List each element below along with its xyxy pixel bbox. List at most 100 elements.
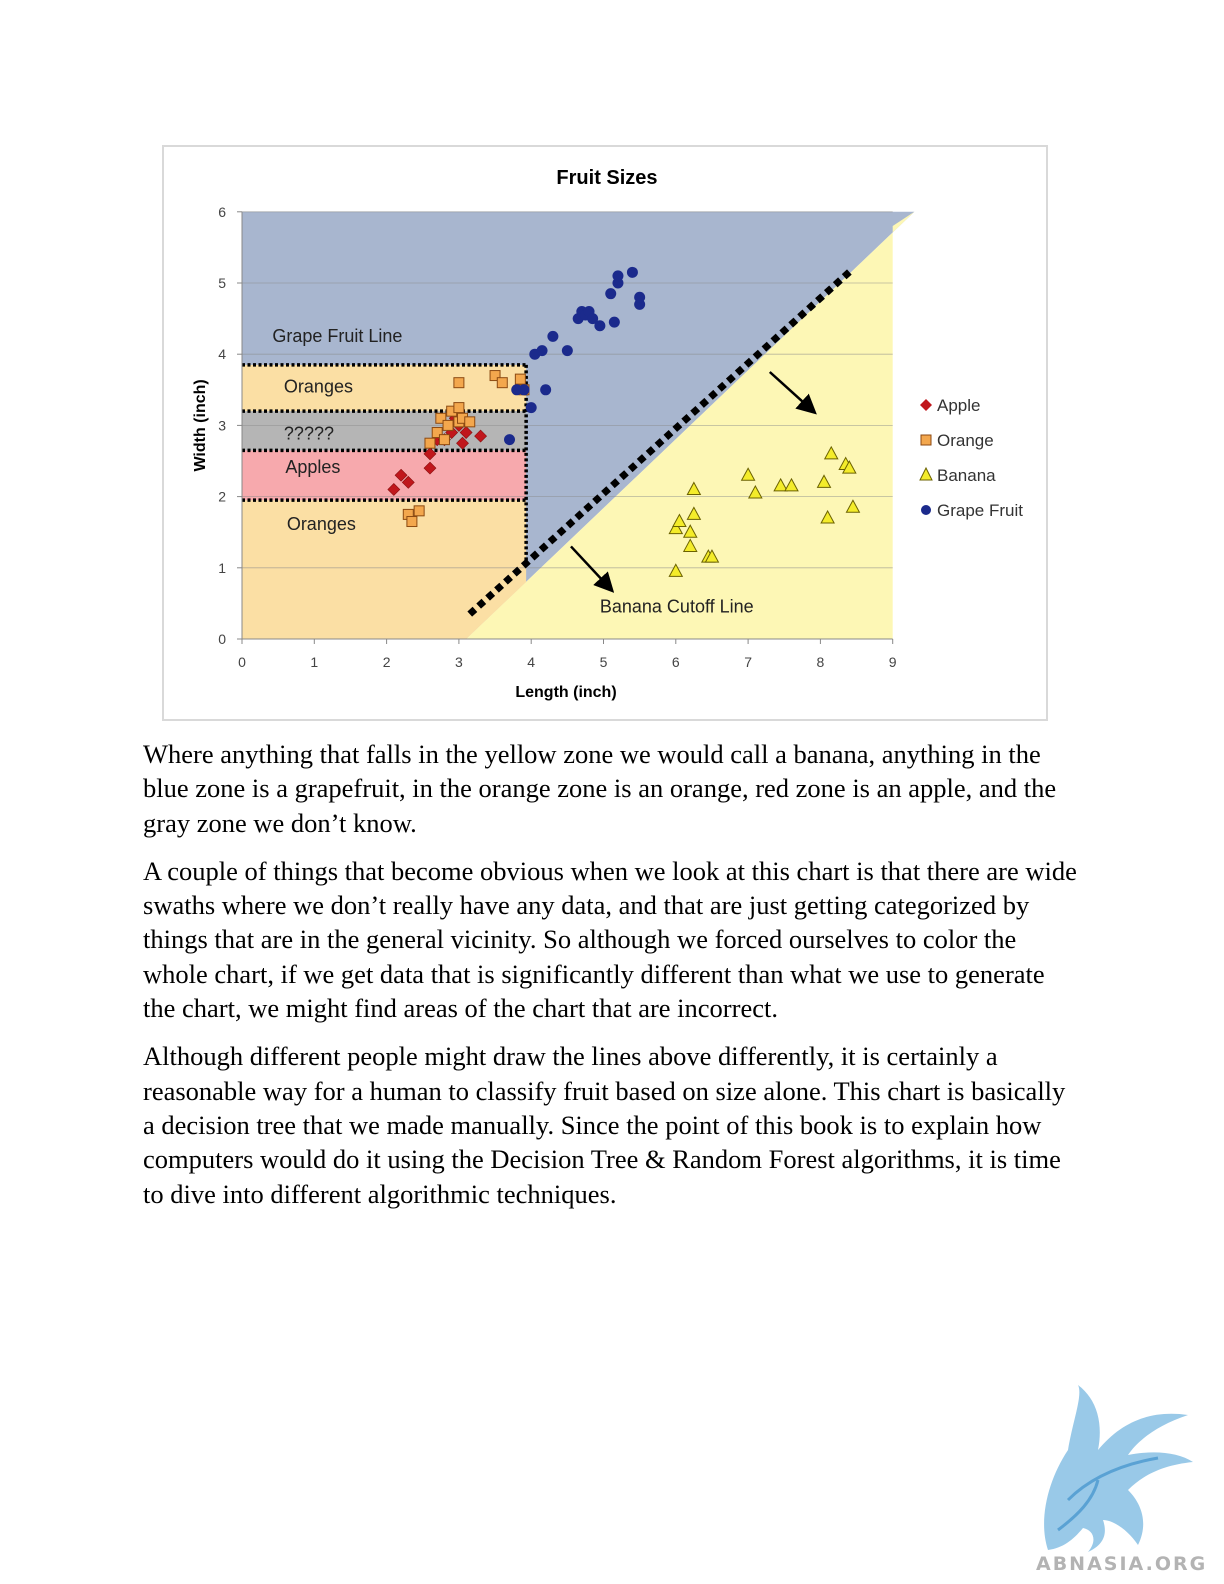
banana-point — [668, 520, 684, 535]
body-text: Where anything that falls in the yellow … — [143, 737, 1083, 1225]
legend-item: Apple — [920, 396, 980, 415]
banana-point — [816, 474, 832, 488]
y-tick-label: 6 — [218, 204, 226, 220]
grape-fruit-point — [626, 266, 638, 278]
grape-fruit-point — [612, 270, 624, 282]
orange-point — [453, 377, 465, 389]
orange-point — [496, 377, 508, 389]
y-tick-label: 4 — [218, 346, 226, 362]
y-tick-label: 5 — [218, 275, 226, 291]
grape-fruit-line-label: Grape Fruit Line — [272, 326, 402, 346]
banana-point — [686, 481, 702, 495]
logo-text: ABNASIA.ORG — [1036, 1553, 1208, 1575]
legend-label: Grape Fruit — [937, 501, 1023, 520]
orange-point — [442, 419, 454, 431]
banana-cutoff-label: Banana Cutoff Line — [600, 597, 754, 617]
orange-point — [453, 402, 465, 414]
banana-point — [773, 477, 788, 492]
apple-point — [401, 475, 415, 489]
apple-point — [423, 461, 437, 475]
orange-point — [489, 370, 501, 382]
legend-label: Banana — [937, 466, 996, 485]
legend-item: Grape Fruit — [921, 501, 1023, 520]
grape-fruit-point — [561, 345, 573, 357]
grape-fruit-point — [525, 402, 537, 414]
grape-fruit-point — [587, 313, 599, 325]
paragraph-3: Although different people might draw the… — [143, 1041, 1066, 1209]
apple-point — [394, 468, 408, 482]
legend-banana-marker — [919, 466, 933, 481]
banana-point — [740, 467, 756, 481]
grape-fruit-point — [504, 434, 516, 446]
grape-fruit-point — [608, 316, 620, 328]
banana-point — [845, 499, 861, 513]
oranges-top-label: Oranges — [284, 377, 353, 397]
fruit-sizes-chart: Grape Fruit Line Oranges????? Apples Orange… — [192, 167, 1023, 701]
x-tick-label: 2 — [383, 654, 391, 670]
banana-cutoff-line — [467, 266, 856, 617]
oranges-bottom-label: Oranges — [287, 514, 356, 534]
x-tick-label: 0 — [238, 654, 246, 670]
legend-label: Apple — [937, 396, 980, 415]
banana-point — [820, 509, 835, 524]
chart-legend: Apple Orange Banana Grape Fruit — [919, 396, 1023, 520]
banana-point — [823, 445, 839, 460]
banana-point — [841, 460, 857, 474]
orange-point — [514, 373, 526, 385]
banana-point — [672, 513, 687, 528]
banana-point — [784, 477, 799, 492]
x-tick-label: 8 — [817, 654, 825, 670]
chart-points — [387, 266, 861, 577]
paragraph-2: A couple of things that become obvious w… — [143, 855, 1077, 1024]
legend-label: Orange — [937, 431, 994, 450]
legend-grapefruit-marker — [921, 505, 931, 515]
y-axis-label: Width (inch) — [192, 379, 209, 471]
banana-point — [682, 524, 698, 538]
banana-point — [668, 563, 684, 577]
y-tick-label: 0 — [218, 631, 226, 647]
grape-fruit-point — [518, 384, 530, 396]
unknown-zone — [242, 411, 527, 451]
grape-fruit-point — [594, 320, 606, 332]
x-tick-label: 6 — [672, 654, 680, 670]
grape-fruit-point — [547, 330, 559, 342]
orange-point — [431, 427, 443, 439]
x-tick-label: 5 — [600, 654, 608, 670]
chart-axes: 0 1 2 3 4 5 6 7 8 9 0 1 2 3 4 5 6 — [218, 204, 897, 670]
chart-boundaries — [242, 266, 856, 617]
x-tick-label: 9 — [889, 654, 897, 670]
grape-fruit-point — [540, 384, 552, 396]
orange-point — [413, 505, 425, 517]
x-tick-label: 4 — [527, 654, 535, 670]
arrow-lower — [570, 545, 615, 593]
griffin-icon — [1044, 1385, 1193, 1552]
arrow-upper — [768, 371, 817, 415]
x-tick-label: 1 — [310, 654, 318, 670]
chart-region-labels: Grape Fruit Line Oranges????? Apples Orange… — [272, 326, 753, 617]
legend-apple-marker — [920, 399, 932, 411]
banana-point — [686, 506, 702, 520]
grape-fruit-point — [634, 291, 646, 303]
y-tick-label: 2 — [218, 489, 226, 505]
legend-item: Banana — [919, 466, 996, 485]
apple-point — [423, 447, 437, 461]
banana-point — [682, 538, 698, 552]
grape-fruit-point — [536, 345, 548, 357]
unknown-label: ????? — [284, 424, 334, 444]
x-tick-label: 7 — [744, 654, 752, 670]
chart-gridlines — [242, 211, 893, 569]
orange-zone-top — [242, 364, 527, 412]
banana-point — [747, 484, 763, 499]
orange-point — [424, 437, 436, 449]
apple-point — [387, 483, 401, 496]
orange-point — [464, 416, 476, 428]
orange-zone-bottom — [242, 500, 527, 639]
chart-title: Fruit Sizes — [556, 167, 657, 189]
apples-label: Apples — [285, 457, 340, 477]
orange-point — [438, 434, 450, 446]
legend-orange-marker — [920, 434, 932, 446]
banana-point — [704, 549, 720, 563]
grape-fruit-point — [605, 288, 617, 300]
orange-point — [435, 412, 447, 424]
x-tick-label: 3 — [455, 654, 463, 670]
